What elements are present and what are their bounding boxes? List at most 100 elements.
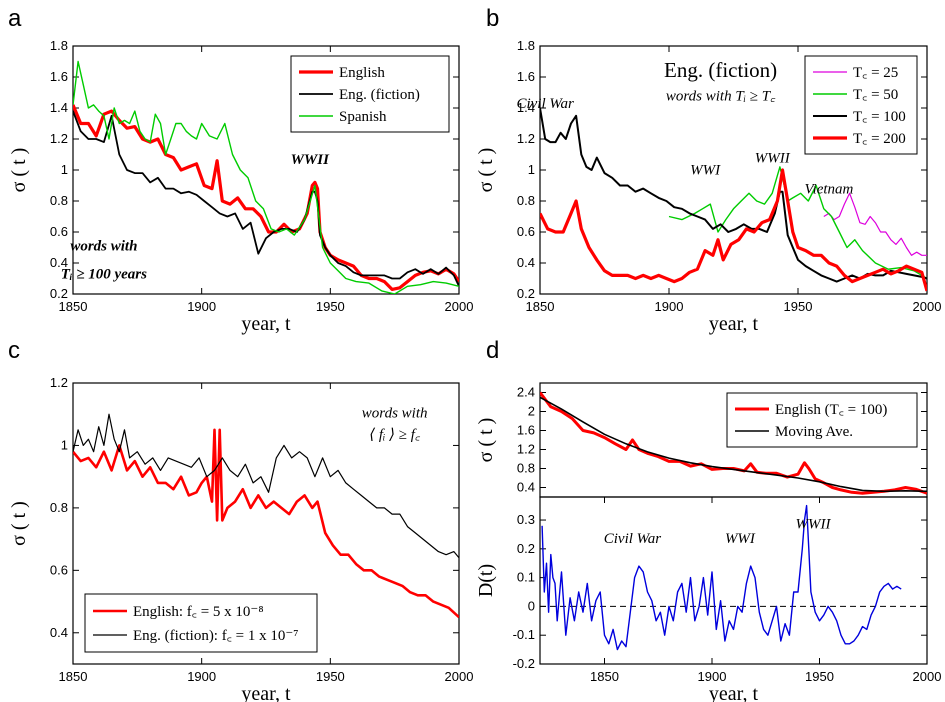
series-line-0 (73, 104, 459, 291)
y-tick-label: 0.6 (50, 562, 68, 577)
legend-label: English: f꜀ = 5 x 10⁻⁸ (133, 604, 264, 620)
series-group (540, 107, 927, 292)
x-tick-label: 1950 (805, 669, 834, 684)
panel-letter: d (486, 337, 499, 364)
series-group (540, 391, 927, 495)
annotation: Tᵢ ≥ 100 years (61, 267, 147, 283)
x-axis-label: year, t (241, 313, 291, 335)
x-tick-label: 1850 (59, 299, 88, 314)
legend: T꜀ = 25 T꜀ = 50 T꜀ = 100 T꜀ = 200 (804, 55, 918, 155)
legend-label: Moving Ave. (775, 424, 853, 440)
x-tick-label: 2000 (913, 299, 942, 314)
y-tick-label: -0.1 (513, 627, 535, 642)
x-tick-label: 2000 (913, 669, 942, 684)
y-tick-label: 1 (61, 437, 68, 452)
series-line-1 (73, 110, 459, 287)
series-line-1 (73, 413, 459, 559)
panel-letter: a (8, 5, 22, 32)
legend-label: English (T꜀ = 100) (775, 402, 887, 418)
x-axis-label: year, t (709, 683, 759, 702)
y-tick-label: 1.6 (517, 423, 535, 438)
x-tick-label: 1950 (316, 669, 345, 684)
x-tick-label: 1950 (784, 299, 813, 314)
x-tick-label: 1900 (698, 669, 727, 684)
annotation: WWI (725, 531, 756, 547)
legend-label: Spanish (339, 109, 387, 125)
annotation: Civil War (516, 96, 574, 112)
legend-box (726, 392, 918, 448)
annotation: words with (362, 405, 428, 421)
y-tick-label: 0.3 (517, 512, 535, 527)
y-tick-label: 0.8 (50, 500, 68, 515)
y-tick-label: 0.8 (517, 193, 535, 208)
series-group (73, 60, 459, 294)
legend-label: Eng. (fiction) (339, 87, 420, 103)
legend-label: T꜀ = 50 (853, 87, 898, 103)
legend-box (84, 593, 318, 653)
annotation: WWII (796, 517, 832, 533)
annotation: Eng. (fiction) (664, 58, 777, 82)
plot-area-d-bottom: -0.2 -0.1 0 0.1 0.2 0.3 1850 1900 1950 2000 Civil … (513, 496, 942, 684)
y-tick-label: 1.2 (517, 442, 535, 457)
y-tick-label: 0.4 (50, 255, 68, 270)
y-tick-label: 1.2 (517, 131, 535, 146)
y-tick-label: 0.4 (50, 625, 68, 640)
y-tick-label: 0.8 (517, 461, 535, 476)
annotation: WWI (690, 163, 721, 179)
y-tick-label: 0.4 (517, 255, 535, 270)
x-axis-label: year, t (241, 683, 291, 702)
panel-letter: b (486, 5, 499, 32)
plot-area-b: 0.2 0.4 0.6 0.8 1 1.2 1.4 1.6 1.8 1850 1900 1950 200… (516, 38, 941, 314)
legend-label: T꜀ = 25 (853, 65, 898, 81)
x-tick-label: 1950 (316, 299, 345, 314)
y-axis-label: σ ( t ) (8, 148, 30, 193)
plot-frame (539, 496, 928, 665)
y-tick-label: 0.2 (517, 286, 535, 301)
annotation: Civil War (604, 531, 662, 547)
legend-label: T꜀ = 200 (853, 131, 906, 147)
series-line-2 (73, 60, 459, 294)
annotation: WWII (755, 150, 791, 166)
x-tick-label: 1850 (59, 669, 88, 684)
legend-label: Eng. (fiction): f꜀ = 1 x 10⁻⁷ (133, 628, 299, 644)
panel-letter: c (8, 337, 20, 364)
y-tick-label: 0.1 (517, 570, 535, 585)
y-tick-label: 1.2 (50, 375, 68, 390)
legend: English: f꜀ = 5 x 10⁻⁸ Eng. (fiction): f꜀… (84, 593, 318, 653)
series-group (540, 504, 927, 651)
x-tick-label: 2000 (445, 669, 474, 684)
y-axis-label: σ ( t ) (8, 501, 30, 546)
annotation: WWII (291, 152, 331, 168)
series-line-0 (73, 428, 459, 619)
legend-label: T꜀ = 100 (853, 109, 906, 125)
x-tick-label: 1900 (655, 299, 684, 314)
series-line-3 (540, 168, 927, 292)
y-tick-label: 1.4 (50, 100, 68, 115)
y-tick-label: 0 (528, 598, 535, 613)
legend: English (T꜀ = 100) Moving Ave. (726, 392, 918, 448)
plot-frame (72, 382, 460, 665)
y-tick-label: 0.2 (50, 286, 68, 301)
series-line-0 (823, 192, 927, 256)
x-tick-label: 1900 (187, 299, 216, 314)
annotation: Vietnam (805, 181, 854, 197)
y-axis-label: D(t) (475, 564, 497, 597)
y-tick-label: -0.2 (513, 656, 535, 671)
annotation: ⟨ fᵢ ⟩ ≥ f꜀ (369, 427, 421, 443)
x-tick-label: 1850 (526, 299, 555, 314)
annotation: words with Tᵢ ≥ T꜀ (666, 88, 776, 104)
legend: English Eng. (fiction) Spanish (290, 55, 450, 133)
y-tick-label: 1 (61, 162, 68, 177)
y-tick-label: 0.6 (517, 224, 535, 239)
y-tick-label: 1.6 (50, 69, 68, 84)
x-axis-label: year, t (709, 313, 759, 335)
series-group (73, 413, 459, 619)
plot-area-c: 0.4 0.6 0.8 1 1.2 1850 1900 1950 2000 words with ⟨… (50, 375, 474, 684)
x-tick-label: 1900 (187, 669, 216, 684)
x-tick-label: 2000 (445, 299, 474, 314)
series-line-1 (540, 396, 927, 493)
plot-area-a: 0.2 0.4 0.6 0.8 1 1.2 1.4 1.6 1.8 1850 1900 1950 200… (50, 38, 474, 314)
y-tick-label: 1 (528, 162, 535, 177)
y-tick-label: 2.4 (517, 385, 535, 400)
